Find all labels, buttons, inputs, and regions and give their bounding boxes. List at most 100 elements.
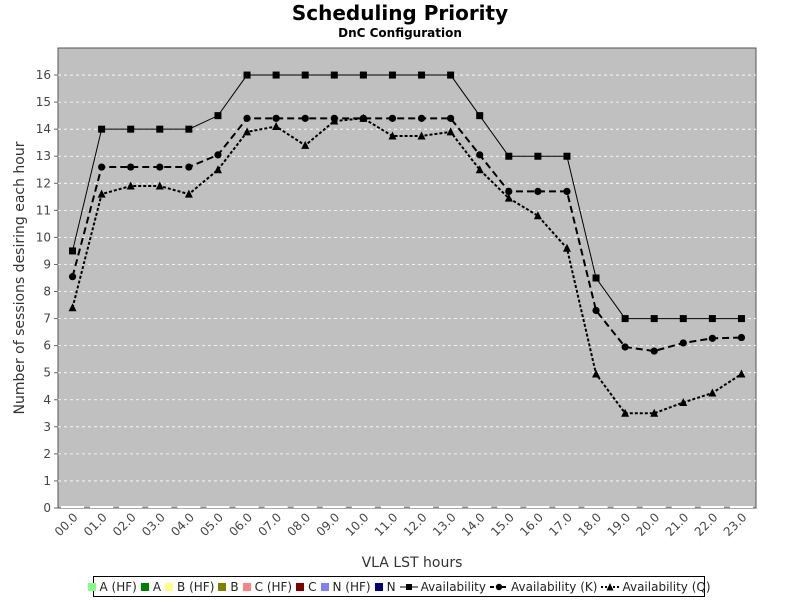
data-point-availability bbox=[156, 125, 164, 133]
data-point-availability-k bbox=[679, 339, 687, 347]
y-tick-label: 13 bbox=[36, 149, 51, 163]
data-point-availability bbox=[243, 71, 251, 79]
y-tick-label: 5 bbox=[43, 366, 51, 380]
x-tick-label: 19.0 bbox=[604, 510, 633, 539]
data-point-availability-k bbox=[534, 187, 542, 196]
legend-swatch bbox=[374, 582, 383, 591]
data-point-availability-k bbox=[592, 306, 600, 315]
data-point-availability-k bbox=[272, 114, 280, 122]
y-tick-label: 16 bbox=[36, 68, 51, 82]
data-point-availability-q bbox=[737, 369, 746, 378]
y-tick-label: 12 bbox=[36, 176, 51, 190]
series-line-availability-q bbox=[71, 117, 743, 415]
y-tick-label: 15 bbox=[36, 95, 51, 109]
legend-item: C (HF) bbox=[242, 579, 293, 594]
y-tick-label: 7 bbox=[43, 312, 51, 326]
data-point-availability-q bbox=[562, 243, 571, 252]
data-point-availability-k bbox=[98, 163, 106, 171]
data-point-availability bbox=[359, 71, 367, 79]
data-point-availability-q bbox=[213, 165, 222, 174]
data-point-availability-q bbox=[359, 113, 368, 122]
x-tick-label: 03.0 bbox=[139, 510, 168, 539]
data-point-availability bbox=[98, 125, 106, 133]
legend-item: Availability bbox=[399, 580, 486, 594]
legend-item: B (HF) bbox=[165, 580, 214, 594]
data-point-availability bbox=[679, 315, 687, 323]
data-point-availability-q bbox=[184, 189, 193, 198]
x-tick-label: 15.0 bbox=[488, 510, 517, 539]
x-tick-label: 07.0 bbox=[255, 510, 284, 539]
legend-item: B bbox=[218, 579, 239, 594]
data-point-availability-k bbox=[417, 114, 426, 122]
legend-label: B bbox=[230, 579, 239, 594]
data-point-availability bbox=[301, 71, 309, 79]
data-point-availability-k bbox=[156, 163, 164, 171]
data-point-availability-k bbox=[708, 334, 716, 342]
legend-label: N (HF) bbox=[332, 579, 371, 594]
data-point-availability-k bbox=[127, 163, 135, 171]
data-point-availability-k bbox=[243, 114, 251, 122]
legend-swatch bbox=[242, 582, 251, 591]
legend-swatch bbox=[320, 582, 329, 591]
y-tick-label: 6 bbox=[43, 339, 51, 353]
x-tick-label: 00.0 bbox=[52, 510, 81, 539]
x-tick-label: 11.0 bbox=[372, 510, 401, 539]
data-point-availability-k bbox=[621, 343, 629, 351]
legend-item: N (HF) bbox=[320, 579, 371, 594]
data-point-availability bbox=[592, 274, 600, 282]
legend-swatch bbox=[165, 582, 174, 591]
data-point-availability bbox=[476, 112, 484, 120]
legend-label: C (HF) bbox=[254, 579, 293, 594]
data-point-availability-k bbox=[185, 163, 193, 171]
y-tick-label: 8 bbox=[43, 285, 51, 299]
x-tick-label: 18.0 bbox=[575, 510, 604, 539]
legend-item: A bbox=[140, 579, 162, 594]
legend-line-marker bbox=[399, 583, 418, 590]
data-point-availability-q bbox=[621, 408, 630, 417]
data-point-availability-q bbox=[272, 121, 281, 130]
data-point-availability-q bbox=[708, 388, 717, 397]
legend: A (HF) A B (HF) B C (HF) C N (HF) N Availability… bbox=[87, 576, 711, 597]
series-line-availability-k bbox=[71, 117, 742, 353]
legend-item: C bbox=[296, 579, 317, 594]
data-point-availability-q bbox=[475, 165, 484, 174]
data-point-availability bbox=[737, 315, 745, 323]
x-tick-label: 10.0 bbox=[343, 510, 372, 539]
y-tick-label: 9 bbox=[43, 257, 51, 271]
x-tick-label: 16.0 bbox=[517, 510, 546, 539]
data-point-availability-k bbox=[214, 151, 222, 159]
data-point-availability bbox=[708, 315, 716, 323]
data-point-availability-q bbox=[243, 127, 252, 136]
data-point-availability-k bbox=[505, 187, 513, 196]
data-point-availability bbox=[418, 71, 426, 79]
data-point-availability-q bbox=[504, 193, 513, 202]
legend-label: A bbox=[152, 579, 162, 594]
data-point-availability bbox=[330, 71, 338, 79]
data-point-availability-q bbox=[446, 127, 455, 136]
x-tick-label: 17.0 bbox=[546, 510, 575, 539]
data-point-availability-k bbox=[447, 114, 455, 122]
data-point-availability-q bbox=[97, 189, 106, 198]
x-tick-label: 05.0 bbox=[197, 510, 226, 539]
chart-title: Scheduling Priority bbox=[291, 1, 509, 25]
data-point-availability bbox=[69, 247, 77, 255]
data-point-availability-q bbox=[155, 181, 164, 190]
x-tick-label: 22.0 bbox=[692, 510, 721, 539]
x-tick-label: 23.0 bbox=[721, 510, 750, 539]
data-point-availability-q bbox=[126, 181, 135, 190]
data-point-availability-k bbox=[563, 187, 571, 196]
data-point-availability-k bbox=[68, 273, 77, 281]
data-point-availability bbox=[563, 152, 571, 160]
y-tick-label: 4 bbox=[43, 393, 51, 407]
x-tick-label: 02.0 bbox=[110, 510, 139, 539]
legend-swatch bbox=[296, 582, 305, 591]
x-tick-label: 21.0 bbox=[663, 510, 692, 539]
data-point-availability bbox=[650, 315, 658, 323]
legend-item: A (HF) bbox=[87, 580, 137, 594]
legend-label: C bbox=[308, 579, 317, 594]
data-point-availability bbox=[505, 152, 513, 160]
data-point-availability bbox=[534, 152, 542, 160]
plot-area bbox=[57, 47, 757, 509]
data-point-availability-q bbox=[301, 140, 310, 149]
